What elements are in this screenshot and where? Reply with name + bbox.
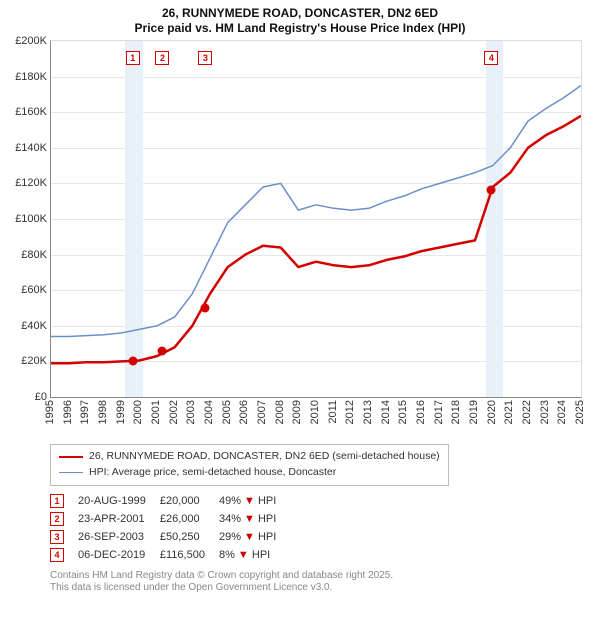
arrow-down-icon: ▼: [244, 531, 255, 543]
x-tick-label: 2020: [486, 400, 498, 424]
table-row: 3 26-SEP-2003£50,25029% ▼ HPI: [50, 528, 290, 546]
x-tick-label: 2008: [274, 400, 286, 424]
title-subtitle: Price paid vs. HM Land Registry's House …: [10, 21, 590, 36]
sale-date: 23-APR-2001: [78, 510, 160, 528]
x-tick-label: 2003: [185, 400, 197, 424]
legend: 26, RUNNYMEDE ROAD, DONCASTER, DN2 6ED (…: [50, 444, 449, 486]
x-axis-ticks: 1995199619971998199920002001200220032004…: [50, 398, 582, 438]
sale-price: £50,250: [160, 528, 219, 546]
x-tick-label: 2011: [327, 400, 339, 424]
sale-marker: 2: [155, 51, 169, 65]
sale-date: 06-DEC-2019: [78, 546, 160, 564]
x-tick-label: 2021: [503, 400, 515, 424]
x-tick-label: 2012: [344, 400, 356, 424]
y-tick-label: £100K: [15, 213, 51, 225]
sale-marker: 1: [126, 51, 140, 65]
table-row: 2 23-APR-2001£26,00034% ▼ HPI: [50, 510, 290, 528]
sale-marker-small: 4: [50, 548, 64, 562]
footer: Contains HM Land Registry data © Crown c…: [50, 570, 590, 595]
y-tick-label: £20K: [21, 355, 51, 367]
arrow-down-icon: ▼: [238, 549, 249, 561]
y-tick-label: £180K: [15, 71, 51, 83]
sale-date: 26-SEP-2003: [78, 528, 160, 546]
table-row: 4 06-DEC-2019£116,5008% ▼ HPI: [50, 546, 290, 564]
sale-delta: 29% ▼ HPI: [219, 528, 290, 546]
legend-item-hpi: HPI: Average price, semi-detached house,…: [59, 465, 440, 481]
sale-marker-small: 2: [50, 512, 64, 526]
x-tick-label: 2005: [221, 400, 233, 424]
sale-delta: 8% ▼ HPI: [219, 546, 290, 564]
sale-marker-small: 3: [50, 530, 64, 544]
sale-delta: 34% ▼ HPI: [219, 510, 290, 528]
y-tick-label: £160K: [15, 106, 51, 118]
x-tick-label: 2023: [539, 400, 551, 424]
chart-title: 26, RUNNYMEDE ROAD, DONCASTER, DN2 6ED P…: [10, 6, 590, 36]
sale-price: £116,500: [160, 546, 219, 564]
footer-licence: This data is licensed under the Open Gov…: [50, 582, 590, 595]
sale-marker: 3: [198, 51, 212, 65]
sale-point: [201, 303, 210, 312]
x-tick-label: 2025: [574, 400, 586, 424]
chart-container: 26, RUNNYMEDE ROAD, DONCASTER, DN2 6ED P…: [0, 0, 600, 599]
x-tick-label: 1999: [115, 400, 127, 424]
legend-label: HPI: Average price, semi-detached house,…: [89, 465, 336, 481]
x-tick-label: 1996: [62, 400, 74, 424]
sale-point: [158, 346, 167, 355]
sale-price: £26,000: [160, 510, 219, 528]
arrow-down-icon: ▼: [244, 513, 255, 525]
x-tick-label: 2019: [468, 400, 480, 424]
series-price_paid: [51, 116, 581, 363]
series-hpi: [51, 86, 581, 337]
x-tick-label: 2022: [521, 400, 533, 424]
x-tick-label: 1998: [97, 400, 109, 424]
y-tick-label: £80K: [21, 249, 51, 261]
x-tick-label: 2007: [256, 400, 268, 424]
x-tick-label: 2006: [238, 400, 250, 424]
x-tick-label: 2010: [309, 400, 321, 424]
x-tick-label: 2002: [168, 400, 180, 424]
sale-date: 20-AUG-1999: [78, 492, 160, 510]
x-tick-label: 2014: [380, 400, 392, 424]
plot-area: 1234 £0£20K£40K£60K£80K£100K£120K£140K£1…: [50, 40, 582, 398]
y-tick-label: £140K: [15, 142, 51, 154]
sale-marker: 4: [484, 51, 498, 65]
x-tick-label: 2017: [433, 400, 445, 424]
legend-item-price-paid: 26, RUNNYMEDE ROAD, DONCASTER, DN2 6ED (…: [59, 449, 440, 465]
x-tick-label: 2016: [415, 400, 427, 424]
x-tick-label: 2013: [362, 400, 374, 424]
x-tick-label: 2001: [150, 400, 162, 424]
x-tick-label: 2024: [556, 400, 568, 424]
x-tick-label: 2015: [397, 400, 409, 424]
sale-marker-small: 1: [50, 494, 64, 508]
sales-table: 1 20-AUG-1999£20,00049% ▼ HPI 2 23-APR-2001…: [50, 492, 290, 564]
legend-swatch: [59, 456, 83, 458]
y-tick-label: £40K: [21, 320, 51, 332]
table-row: 1 20-AUG-1999£20,00049% ▼ HPI: [50, 492, 290, 510]
x-tick-label: 2009: [291, 400, 303, 424]
sale-delta: 49% ▼ HPI: [219, 492, 290, 510]
sale-point: [128, 357, 137, 366]
legend-label: 26, RUNNYMEDE ROAD, DONCASTER, DN2 6ED (…: [89, 449, 440, 465]
y-tick-label: £200K: [15, 35, 51, 47]
x-tick-label: 2000: [132, 400, 144, 424]
title-address: 26, RUNNYMEDE ROAD, DONCASTER, DN2 6ED: [10, 6, 590, 21]
sale-point: [487, 185, 496, 194]
arrow-down-icon: ▼: [244, 495, 255, 507]
y-tick-label: £120K: [15, 177, 51, 189]
sale-price: £20,000: [160, 492, 219, 510]
legend-swatch: [59, 472, 83, 473]
x-tick-label: 1995: [44, 400, 56, 424]
x-tick-label: 2018: [450, 400, 462, 424]
footer-copyright: Contains HM Land Registry data © Crown c…: [50, 570, 590, 583]
x-tick-label: 1997: [79, 400, 91, 424]
x-tick-label: 2004: [203, 400, 215, 424]
y-tick-label: £60K: [21, 284, 51, 296]
